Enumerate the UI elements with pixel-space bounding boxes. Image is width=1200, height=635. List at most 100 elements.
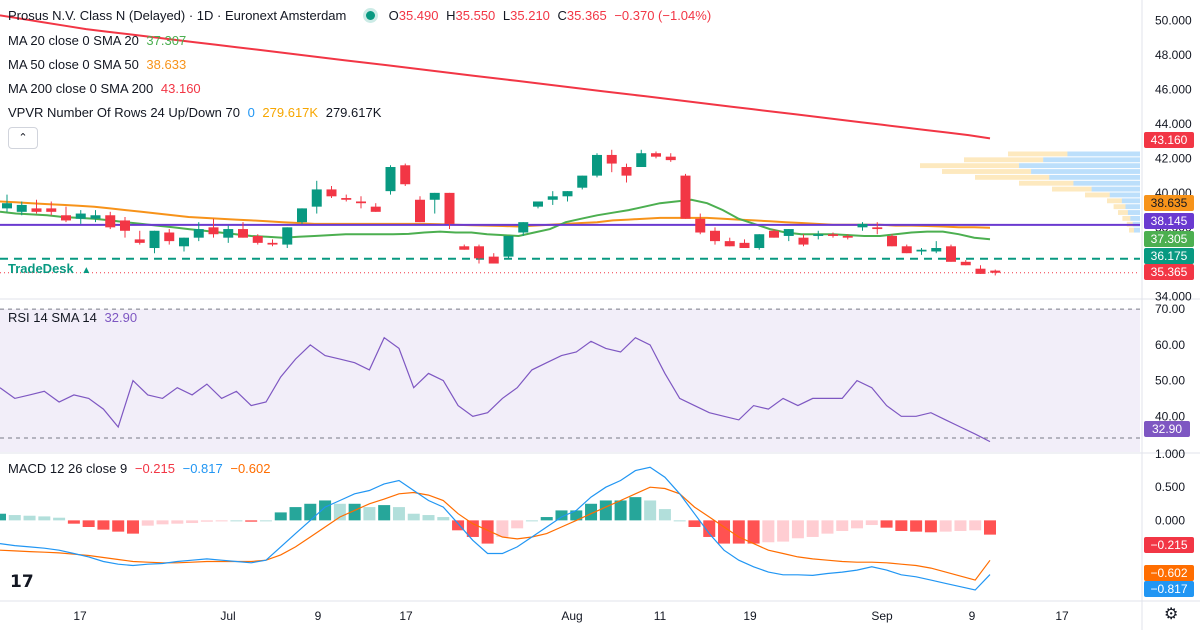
candle-body — [2, 203, 12, 209]
gear-icon[interactable]: ⚙ — [1164, 606, 1179, 623]
close-label: C — [557, 8, 567, 23]
macd-histogram-bar — [614, 500, 627, 521]
vpvr-bar-down — [1008, 151, 1068, 157]
ma20-legend[interactable]: MA 20 close 0 SMA 20 37.307 — [8, 33, 190, 48]
macd-value-tag-text: −0.817 — [1150, 582, 1187, 596]
macd-value-2: −0.817 — [182, 461, 223, 476]
macd-legend[interactable]: MACD 12 26 close 9 −0.215 −0.817 −0.602 — [8, 461, 274, 476]
price-tick-label: 46.000 — [1155, 82, 1192, 96]
macd-histogram-bar — [821, 520, 834, 534]
macd-histogram-bar — [806, 520, 819, 537]
ma50-legend[interactable]: MA 50 close 0 SMA 50 38.633 — [8, 57, 190, 72]
close-value: 35.365 — [566, 8, 607, 23]
tradingview-logo[interactable]: 17 — [10, 572, 34, 592]
vpvr-legend[interactable]: VPVR Number Of Rows 24 Up/Down 70 0 279.… — [8, 105, 385, 120]
rsi-legend[interactable]: RSI 14 SMA 14 32.90 — [8, 310, 141, 325]
ma20-line — [0, 198, 991, 241]
candle-body — [208, 227, 219, 235]
macd-histogram-bar — [348, 503, 361, 521]
macd-tick-label: 1.000 — [1155, 447, 1185, 461]
candle-body — [46, 208, 57, 212]
macd-value-tag — [1144, 537, 1194, 553]
macd-line — [0, 466, 991, 591]
candle-body — [754, 234, 765, 249]
macd-histogram-bar — [437, 517, 450, 521]
candle-body — [798, 237, 809, 245]
candle-body — [90, 215, 101, 219]
vpvr-value-2: 279.617K — [325, 105, 382, 120]
candle-body — [179, 237, 189, 247]
candle-body — [931, 248, 942, 252]
candle-body — [252, 235, 263, 243]
price-tick-label: 42.000 — [1155, 151, 1192, 165]
rsi-tick-label: 40.00 — [1155, 409, 1185, 423]
candles — [2, 149, 1001, 276]
candle-body — [326, 189, 337, 197]
macd-histogram-bar — [97, 520, 110, 530]
candle-body — [665, 156, 676, 161]
candle-body — [946, 246, 956, 262]
symbol-title[interactable]: Prosus N.V. Class N (Delayed) · 1D · Eur… — [8, 8, 347, 23]
tradedesk-marker[interactable]: TradeDesk ▲ — [8, 261, 91, 276]
time-tick-label: Jul — [220, 609, 235, 623]
macd-histogram-bar — [939, 520, 952, 532]
macd-histogram-bar — [259, 520, 272, 522]
time-tick-label: Aug — [561, 609, 582, 623]
macd-histogram-bar — [407, 513, 420, 521]
macd-histogram-bar — [215, 520, 228, 522]
vpvr-bar-up — [1073, 180, 1140, 186]
macd-tick-label: 0.500 — [1155, 480, 1185, 494]
time-axis: 17 Jul 9 17 Aug 11 19 Sep 9 17 — [73, 609, 1069, 623]
rsi-label: RSI 14 SMA 14 — [8, 310, 97, 325]
ma50-label: MA 50 close 0 SMA 50 — [8, 57, 139, 72]
macd-histogram-bar — [599, 500, 612, 521]
macd-histogram-bar — [688, 520, 701, 527]
candle-body — [562, 191, 573, 197]
vpvr-bar-down — [1113, 204, 1126, 210]
candle-body — [61, 215, 71, 221]
vpvr-bar-down — [1107, 198, 1122, 204]
candle-body — [960, 261, 971, 266]
macd-label: MACD 12 26 close 9 — [8, 461, 128, 476]
macd-histogram-bar — [969, 520, 982, 531]
macd-histogram-bar — [466, 520, 479, 537]
macd-value-tag-text: −0.602 — [1150, 566, 1187, 580]
candle-body — [149, 230, 160, 249]
level-lines — [0, 223, 1140, 274]
collapse-legend-button[interactable]: ⌃ — [8, 127, 38, 149]
high-value: 35.550 — [455, 8, 496, 23]
candle-body — [238, 229, 248, 238]
candle-body — [223, 229, 234, 238]
time-tick-label: 9 — [969, 609, 976, 623]
vpvr-bar-down — [1118, 210, 1128, 215]
time-tick-label: 17 — [73, 609, 87, 623]
macd-histogram-bar — [141, 520, 154, 526]
macd-histogram-bar — [718, 520, 731, 544]
ma200-legend[interactable]: MA 200 close 0 SMA 200 43.160 — [8, 81, 205, 96]
macd-histogram-bar — [732, 520, 745, 544]
macd-value-tag — [1144, 581, 1194, 597]
candle-body — [636, 153, 647, 168]
time-tick-label: Sep — [871, 609, 893, 623]
rsi-value-tag — [1144, 421, 1190, 437]
macd-histogram-bar — [171, 520, 184, 524]
candle-body — [518, 222, 529, 233]
vpvr-bar-down — [942, 169, 1032, 174]
rsi-series-line — [0, 336, 991, 443]
candle-body — [341, 198, 352, 200]
macd-histogram-bar — [954, 520, 967, 531]
macd-histogram-bar — [230, 520, 243, 522]
price-label-tag — [1144, 231, 1194, 247]
triangle-up-icon: ▲ — [81, 265, 92, 276]
change-value: −0.370 (−1.04%) — [614, 8, 712, 23]
macd-histogram-bar — [895, 520, 908, 531]
rsi-tick-label: 60.00 — [1155, 338, 1185, 352]
price-label-text: 43.160 — [1151, 133, 1188, 147]
ma200-value: 43.160 — [160, 81, 201, 96]
macd-histogram-bar — [673, 520, 686, 522]
candle-body — [134, 239, 145, 243]
time-tick-label: 9 — [315, 609, 322, 623]
price-tick-label: 48.000 — [1155, 48, 1192, 62]
